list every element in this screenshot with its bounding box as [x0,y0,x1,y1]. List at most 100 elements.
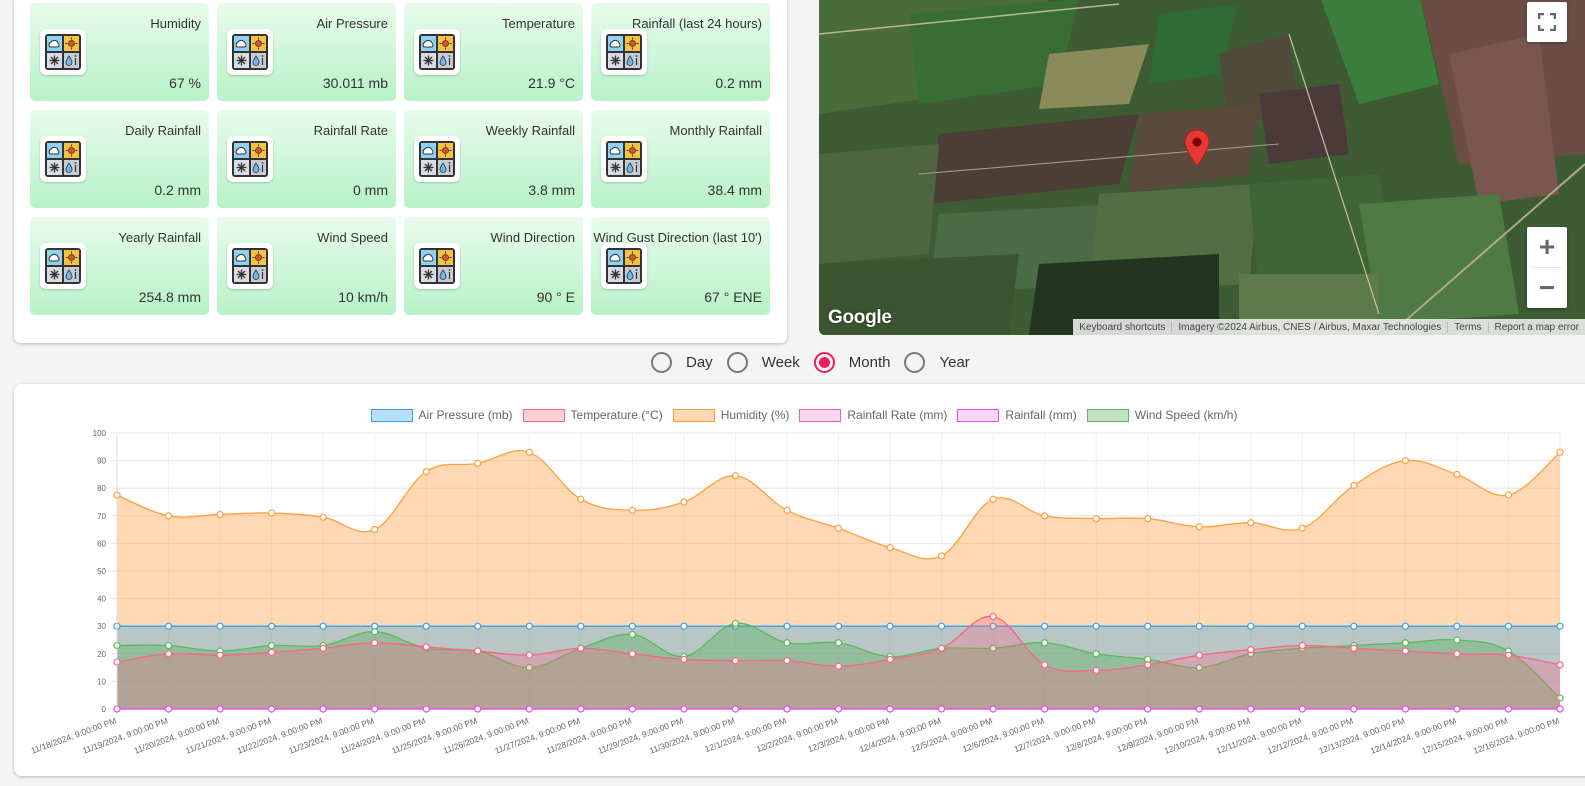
data-point [680,705,688,713]
weather-card-title: Yearly Rainfall [118,230,201,245]
data-point [731,705,740,713]
data-point [525,705,533,713]
weather-chart-panel: Air Pressure (mb) Temperature (°C) Humidit… [14,384,1585,776]
weather-card-value: 0.2 mm [154,182,201,198]
data-point [783,705,791,713]
data-point [1041,661,1049,669]
map-attribution: Keyboard shortcuts Imagery ©2024 Airbus,… [1073,319,1585,335]
legend-item[interactable]: Air Pressure (mb) [370,408,513,422]
data-point [1195,664,1203,672]
radio-year-label[interactable]: Year [939,354,970,371]
data-point [164,650,173,658]
radio-month-label[interactable]: Month [848,354,891,371]
data-point [1350,705,1358,713]
google-logo[interactable]: Google [828,307,892,328]
y-tick-label: 0 [102,705,107,714]
data-point [680,622,688,630]
data-point [1092,650,1100,658]
data-point [1401,705,1409,713]
data-point [164,705,173,713]
map-pin-icon[interactable] [1183,128,1211,168]
report-map-error-link[interactable]: Report a map error [1487,321,1585,333]
weather-card: Rainfall (last 24 hours) 0.2 mm [591,3,770,101]
weather-conditions-icon [227,29,273,75]
fullscreen-icon [1538,13,1556,31]
data-point [680,655,688,663]
keyboard-shortcuts-link[interactable]: Keyboard shortcuts [1079,321,1166,333]
data-point [1195,622,1203,630]
weather-card: Daily Rainfall 0.2 mm [30,110,209,208]
data-point [319,644,327,652]
x-tick-label: 11/29/2024, 9:00:00 PM [596,715,684,755]
legend-item[interactable]: Rainfall Rate (mm) [799,408,947,422]
radio-week[interactable] [726,352,748,373]
data-point [886,655,894,663]
radio-week-label[interactable]: Week [761,354,800,371]
data-point [834,639,843,647]
data-point [422,622,430,630]
zoom-out-button[interactable]: − [1538,272,1556,303]
legend-item[interactable]: Wind Speed (km/h) [1086,408,1237,422]
data-point [1350,481,1358,490]
legend-item[interactable]: Humidity (%) [672,408,789,422]
weather-card-title: Rainfall (last 24 hours) [631,16,762,31]
data-point [628,705,636,713]
data-point [628,506,636,514]
legend-item[interactable]: Rainfall (mm) [957,408,1077,422]
weather-card-title: Monthly Rainfall [669,123,763,138]
data-point [1556,661,1564,669]
map-imagery[interactable] [819,0,1585,335]
data-point [1556,622,1564,630]
x-tick-label: 12/10/2024, 9:00:00 PM [1163,715,1252,755]
x-tick-label: 12/16/2024, 9:00:00 PM [1472,715,1561,755]
data-point [371,705,379,713]
weather-conditions-icon [414,136,460,182]
data-point [319,513,327,521]
weather-card-title: Temperature [502,16,575,31]
data-point [1195,651,1203,659]
series-area [117,450,1560,709]
data-point [1298,622,1306,630]
radio-year[interactable] [904,352,926,373]
data-point [216,705,224,713]
data-point [1247,705,1255,713]
weather-conditions-icon [414,243,460,289]
radio-day[interactable] [651,352,672,373]
weather-cards-panel: Humidity 67 % Air Pressure 30.011 mb Tempera… [14,0,787,343]
data-point [1041,622,1049,630]
weather-card-value: 38.4 mm [707,182,762,198]
data-point [268,648,276,657]
weather-card-value: 3.8 mm [528,182,575,198]
zoom-in-button[interactable]: + [1538,231,1556,262]
weather-card-value: 67 % [169,75,201,91]
data-point [834,622,843,630]
chart-legend: Air Pressure (mb) Temperature (°C) Humidit… [14,408,1585,422]
data-point [1247,646,1255,654]
data-point [1041,512,1049,520]
weather-conditions-icon [40,243,86,289]
weather-conditions-icon [601,243,647,289]
x-tick-label: 11/21/2024, 9:00:00 PM [184,715,272,755]
legend-item[interactable]: Temperature (°C) [522,408,663,422]
data-point [1144,622,1152,630]
data-point [1041,639,1049,647]
weather-card-title: Wind Speed [317,230,388,245]
weather-card: Wind Speed 10 km/h [217,217,396,315]
data-point [422,705,430,713]
data-point [525,448,533,456]
terms-link[interactable]: Terms [1447,321,1487,333]
weather-card-title: Rainfall Rate [313,123,388,138]
fullscreen-button[interactable] [1527,2,1567,42]
data-point [1350,622,1358,630]
legend-swatch [672,408,715,422]
x-tick-label: 11/19/2024, 9:00:00 PM [81,715,169,755]
data-point [783,657,791,665]
x-tick-label: 11/24/2024, 9:00:00 PM [339,715,427,755]
satellite-map[interactable]: + − Google Keyboard shortcuts Imagery ©2… [819,0,1585,335]
radio-month[interactable] [813,352,835,373]
data-point [1144,705,1152,713]
data-point [989,612,997,621]
x-tick-label: 12/15/2024, 9:00:00 PM [1420,715,1509,755]
weather-conditions-icon [40,136,86,182]
radio-day-label[interactable]: Day [686,354,713,371]
